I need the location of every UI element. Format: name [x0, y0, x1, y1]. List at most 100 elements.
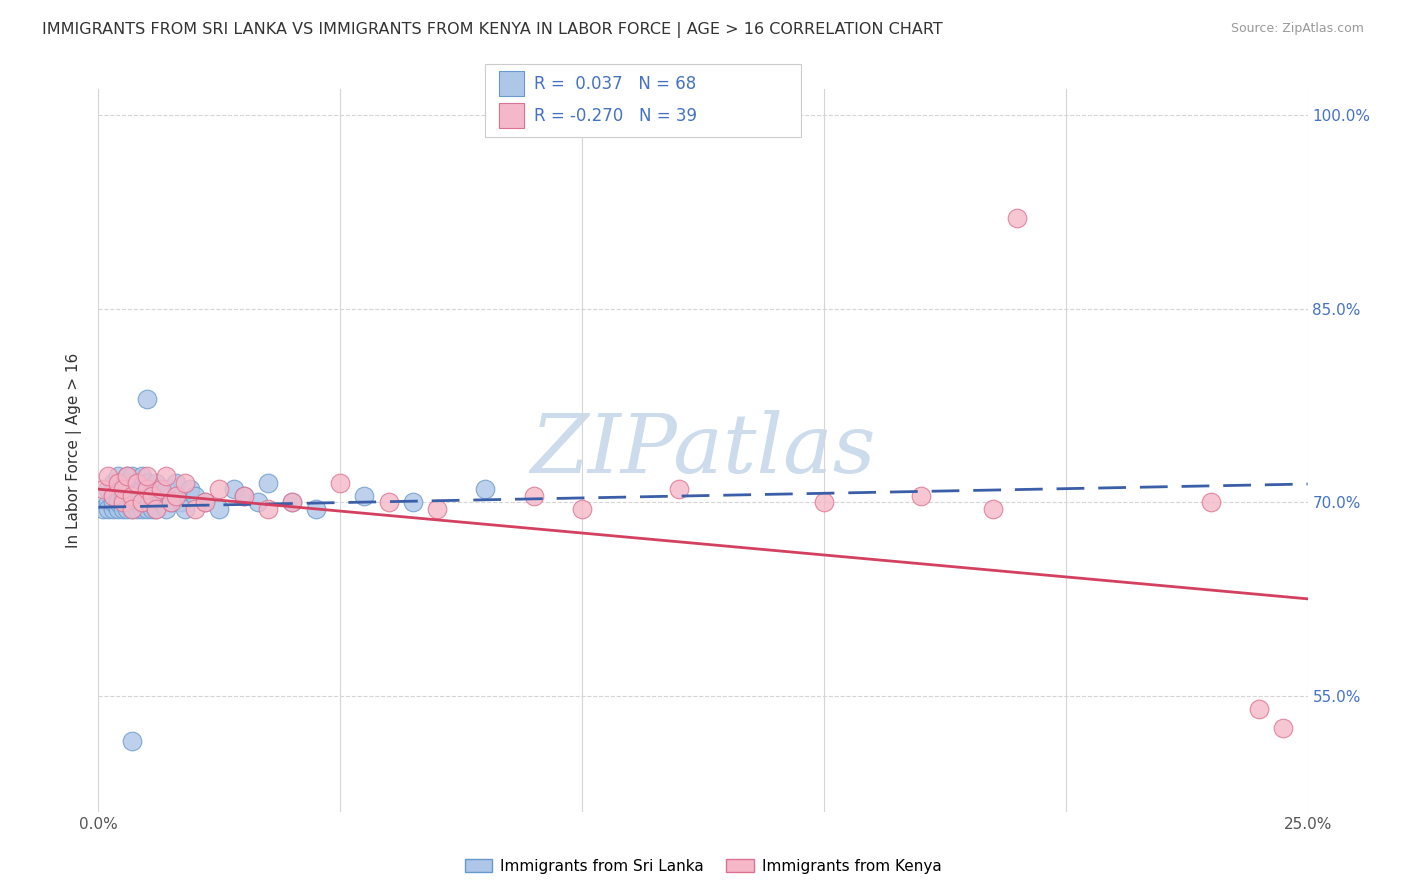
Point	[165, 475, 187, 490]
Point	[135, 469, 157, 483]
Point	[117, 469, 139, 483]
Point	[222, 482, 245, 496]
Point	[131, 495, 153, 509]
Point	[135, 482, 157, 496]
Point	[107, 489, 129, 503]
Point	[135, 495, 157, 509]
Point	[353, 489, 375, 503]
Point	[155, 501, 177, 516]
Point	[256, 501, 278, 516]
Point	[121, 489, 143, 503]
Point	[150, 489, 173, 503]
Point	[111, 495, 134, 509]
Point	[281, 495, 304, 509]
Text: ZIPatlas: ZIPatlas	[530, 410, 876, 491]
Point	[174, 501, 197, 516]
Point	[329, 475, 352, 490]
Point	[135, 489, 157, 503]
Point	[131, 495, 153, 509]
Point	[141, 489, 163, 503]
Point	[117, 469, 139, 483]
Point	[571, 501, 593, 516]
Point	[232, 489, 254, 503]
Point	[377, 495, 399, 509]
Point	[155, 469, 177, 483]
Point	[169, 495, 191, 509]
Point	[121, 733, 143, 747]
Point	[194, 495, 217, 509]
Point	[256, 475, 278, 490]
Point	[101, 489, 124, 503]
Point	[121, 501, 143, 516]
Point	[97, 495, 120, 509]
Point	[131, 482, 153, 496]
Legend: Immigrants from Sri Lanka, Immigrants from Kenya: Immigrants from Sri Lanka, Immigrants fr…	[458, 853, 948, 880]
Point	[194, 495, 217, 509]
Point	[121, 501, 143, 516]
Point	[101, 475, 124, 490]
Point	[1249, 701, 1271, 715]
Point	[111, 475, 134, 490]
Point	[97, 501, 120, 516]
Point	[107, 482, 129, 496]
Point	[184, 489, 207, 503]
Point	[107, 469, 129, 483]
Point	[813, 495, 835, 509]
Point	[101, 501, 124, 516]
Point	[121, 469, 143, 483]
Point	[174, 475, 197, 490]
Point	[101, 495, 124, 509]
Point	[668, 482, 690, 496]
Point	[127, 475, 149, 490]
Point	[232, 489, 254, 503]
Point	[117, 482, 139, 496]
Y-axis label: In Labor Force | Age > 16: In Labor Force | Age > 16	[66, 353, 83, 548]
Point	[145, 475, 167, 490]
Point	[107, 495, 129, 509]
Point	[474, 482, 496, 496]
Point	[127, 501, 149, 516]
Point	[121, 482, 143, 496]
Point	[208, 501, 231, 516]
Point	[91, 482, 114, 496]
Point	[111, 501, 134, 516]
Point	[910, 489, 932, 503]
Point	[121, 489, 143, 503]
Point	[145, 501, 167, 516]
Point	[1272, 721, 1295, 735]
Point	[117, 475, 139, 490]
Point	[179, 482, 201, 496]
Point	[184, 501, 207, 516]
Point	[131, 501, 153, 516]
Point	[1007, 211, 1029, 226]
Point	[160, 495, 183, 509]
Point	[165, 489, 187, 503]
Point	[121, 495, 143, 509]
Point	[305, 501, 328, 516]
Point	[127, 495, 149, 509]
Point	[107, 501, 129, 516]
Point	[135, 475, 157, 490]
Point	[107, 475, 129, 490]
Point	[127, 489, 149, 503]
Point	[208, 482, 231, 496]
Point	[150, 482, 173, 496]
Point	[155, 482, 177, 496]
Point	[150, 495, 173, 509]
Point	[111, 489, 134, 503]
Point	[523, 489, 546, 503]
Point	[247, 495, 270, 509]
Point	[91, 501, 114, 516]
Text: R =  0.037   N = 68: R = 0.037 N = 68	[534, 75, 696, 93]
Point	[97, 469, 120, 483]
Point	[141, 482, 163, 496]
Point	[117, 495, 139, 509]
Point	[135, 501, 157, 516]
Point	[135, 392, 157, 406]
Point	[127, 475, 149, 490]
Point	[402, 495, 425, 509]
Point	[145, 501, 167, 516]
Point	[141, 489, 163, 503]
Point	[97, 482, 120, 496]
Text: IMMIGRANTS FROM SRI LANKA VS IMMIGRANTS FROM KENYA IN LABOR FORCE | AGE > 16 COR: IMMIGRANTS FROM SRI LANKA VS IMMIGRANTS …	[42, 22, 943, 38]
